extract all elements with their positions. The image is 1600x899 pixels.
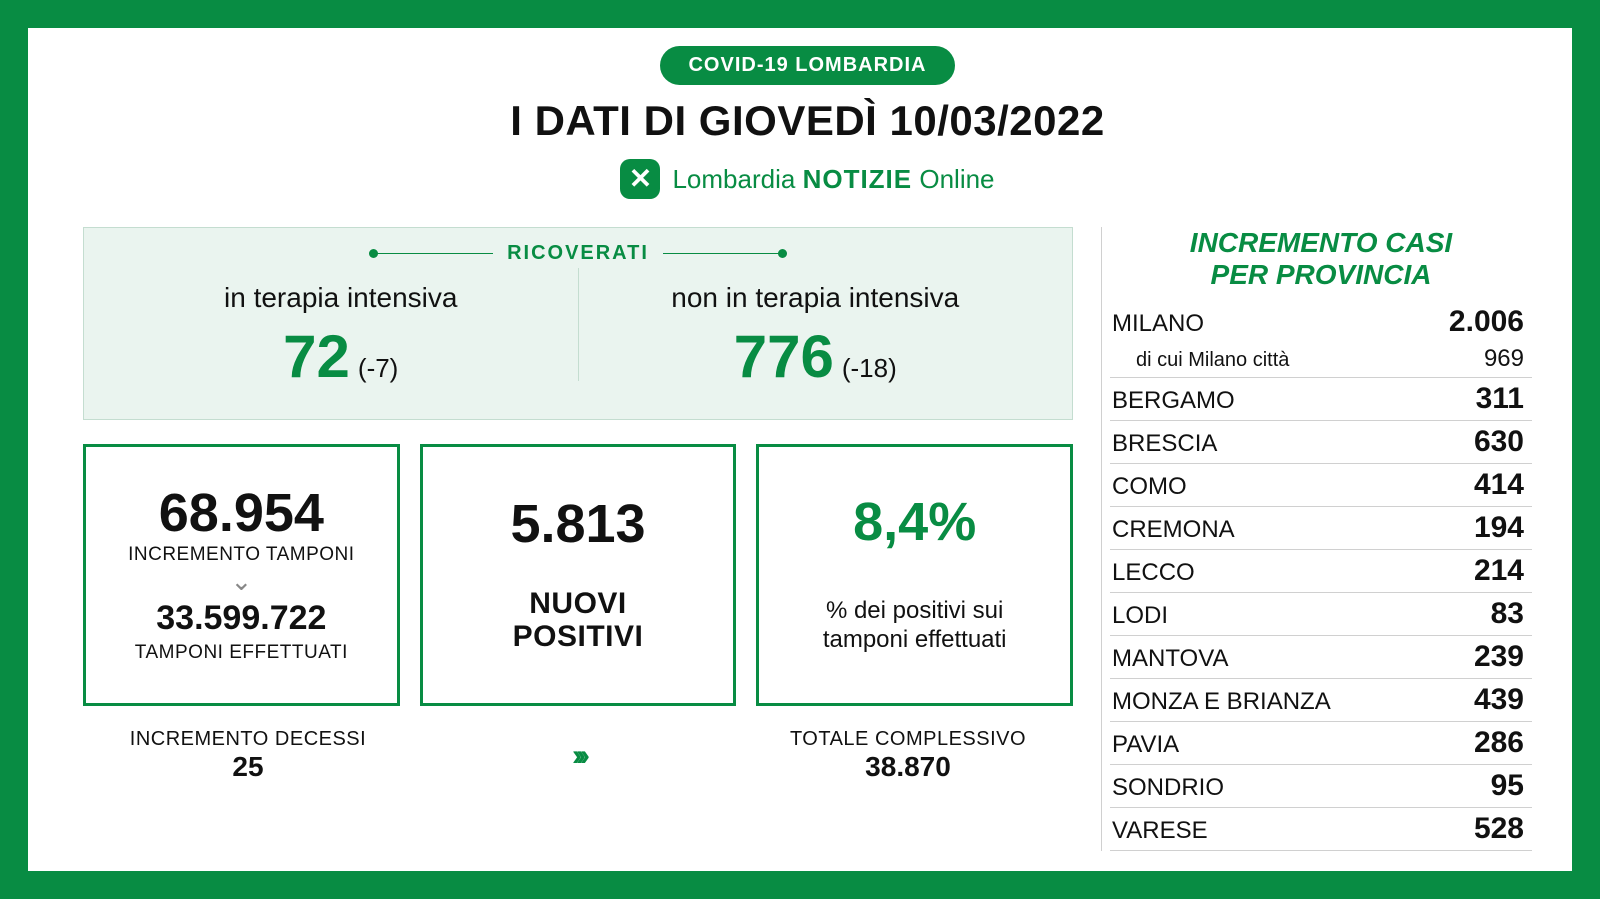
province-row: CREMONA 194	[1110, 507, 1532, 550]
province-row-milano: MILANO 2.006	[1110, 301, 1532, 343]
infographic-page: COVID-19 LOMBARDIA I DATI DI GIOVEDÌ 10/…	[28, 28, 1572, 871]
intensive-care-label: in terapia intensiva	[104, 282, 578, 314]
brand-word-2: NOTIZIE	[803, 164, 913, 194]
province-row: PAVIA 286	[1110, 722, 1532, 765]
province-value: 414	[1474, 468, 1524, 502]
arrow-cell: ›››	[413, 739, 743, 773]
province-name: SONDRIO	[1112, 774, 1224, 802]
new-positives-label: NUOVI POSITIVI	[513, 587, 644, 653]
province-value: 2.006	[1449, 305, 1524, 339]
province-row: BERGAMO 311	[1110, 378, 1532, 421]
province-name: COMO	[1112, 473, 1187, 501]
province-name: BRESCIA	[1112, 430, 1217, 458]
deaths-increment-value: 25	[83, 751, 413, 783]
left-column: RICOVERATI in terapia intensiva 72 (-7) …	[83, 227, 1073, 851]
province-row: VARESE 528	[1110, 808, 1532, 851]
intensive-care-cell: in terapia intensiva 72 (-7)	[104, 258, 578, 391]
province-value: 95	[1491, 769, 1524, 803]
province-name: BERGAMO	[1112, 387, 1235, 415]
chevron-right-icon: ›››	[413, 739, 743, 773]
percentage-label: % dei positivi sui tamponi effettuati	[823, 597, 1007, 655]
percentage-value: 8,4%	[853, 495, 976, 549]
tests-increment-value: 68.954	[159, 486, 324, 540]
province-value: 239	[1474, 640, 1524, 674]
province-sub-label: di cui Milano città	[1136, 349, 1289, 372]
province-row: COMO 414	[1110, 464, 1532, 507]
tests-total-label: TAMPONI EFFETTUATI	[135, 642, 348, 664]
province-value: 214	[1474, 554, 1524, 588]
province-value: 311	[1476, 382, 1524, 416]
intensive-care-value: 72	[283, 322, 350, 391]
province-name: PAVIA	[1112, 731, 1179, 759]
province-sub-value: 969	[1484, 345, 1524, 373]
deaths-increment-label: INCREMENTO DECESSI	[83, 728, 413, 751]
brand-word-3: Online	[919, 164, 994, 194]
province-value: 439	[1474, 683, 1524, 717]
deaths-increment-cell: INCREMENTO DECESSI 25	[83, 728, 413, 783]
deaths-total-label: TOTALE COMPLESSIVO	[743, 728, 1073, 751]
content: RICOVERATI in terapia intensiva 72 (-7) …	[83, 227, 1532, 851]
brand-word-1: Lombardia	[672, 164, 795, 194]
brand-line: Lombardia NOTIZIE Online	[83, 159, 1532, 199]
province-sub-milano: di cui Milano città 969	[1110, 343, 1532, 378]
brand-text: Lombardia NOTIZIE Online	[672, 164, 994, 195]
province-row: MONZA E BRIANZA 439	[1110, 679, 1532, 722]
province-name: LODI	[1112, 602, 1168, 630]
page-title: I DATI DI GIOVEDÌ 10/03/2022	[83, 97, 1532, 145]
chevron-down-icon: ⌄	[230, 574, 252, 590]
stats-card-row: 68.954 INCREMENTO TAMPONI ⌄ 33.599.722 T…	[83, 444, 1073, 706]
non-intensive-cell: non in terapia intensiva 776 (-18)	[579, 258, 1053, 391]
hospitalized-panel: RICOVERATI in terapia intensiva 72 (-7) …	[83, 227, 1073, 420]
province-name: LECCO	[1112, 559, 1195, 587]
hospitalized-header: RICOVERATI	[84, 242, 1072, 265]
non-intensive-delta: (-18)	[842, 353, 897, 384]
province-name: MANTOVA	[1112, 645, 1228, 673]
percentage-card: 8,4% % dei positivi sui tamponi effettua…	[756, 444, 1073, 706]
header: COVID-19 LOMBARDIA I DATI DI GIOVEDÌ 10/…	[83, 46, 1532, 199]
deaths-total-value: 38.870	[743, 751, 1073, 783]
tests-total-value: 33.599.722	[156, 599, 326, 638]
province-row: BRESCIA 630	[1110, 421, 1532, 464]
province-name: MILANO	[1112, 310, 1204, 338]
province-row: SONDRIO 95	[1110, 765, 1532, 808]
region-tag: COVID-19 LOMBARDIA	[660, 46, 954, 85]
tests-card: 68.954 INCREMENTO TAMPONI ⌄ 33.599.722 T…	[83, 444, 400, 706]
province-value: 83	[1491, 597, 1524, 631]
province-name: CREMONA	[1112, 516, 1235, 544]
province-value: 528	[1474, 812, 1524, 846]
decorative-line-left	[373, 253, 493, 254]
province-name: VARESE	[1112, 817, 1208, 845]
hospitalized-label: RICOVERATI	[507, 242, 649, 265]
province-title: INCREMENTO CASI PER PROVINCIA	[1110, 227, 1532, 291]
tests-increment-label: INCREMENTO TAMPONI	[128, 544, 354, 566]
deaths-row: INCREMENTO DECESSI 25 ››› TOTALE COMPLES…	[83, 728, 1073, 783]
lombardia-logo-icon	[620, 159, 660, 199]
province-value: 194	[1474, 511, 1524, 545]
non-intensive-value: 776	[734, 322, 834, 391]
non-intensive-label: non in terapia intensiva	[579, 282, 1053, 314]
deaths-total-cell: TOTALE COMPLESSIVO 38.870	[743, 728, 1073, 783]
province-name: MONZA E BRIANZA	[1112, 688, 1331, 716]
province-column: INCREMENTO CASI PER PROVINCIA MILANO 2.0…	[1101, 227, 1532, 851]
province-value: 286	[1474, 726, 1524, 760]
province-value: 630	[1474, 425, 1524, 459]
new-positives-card: 5.813 NUOVI POSITIVI	[420, 444, 737, 706]
decorative-line-right	[663, 253, 783, 254]
province-row: LODI 83	[1110, 593, 1532, 636]
intensive-care-delta: (-7)	[358, 353, 398, 384]
province-row: MANTOVA 239	[1110, 636, 1532, 679]
new-positives-value: 5.813	[510, 497, 645, 551]
province-row: LECCO 214	[1110, 550, 1532, 593]
